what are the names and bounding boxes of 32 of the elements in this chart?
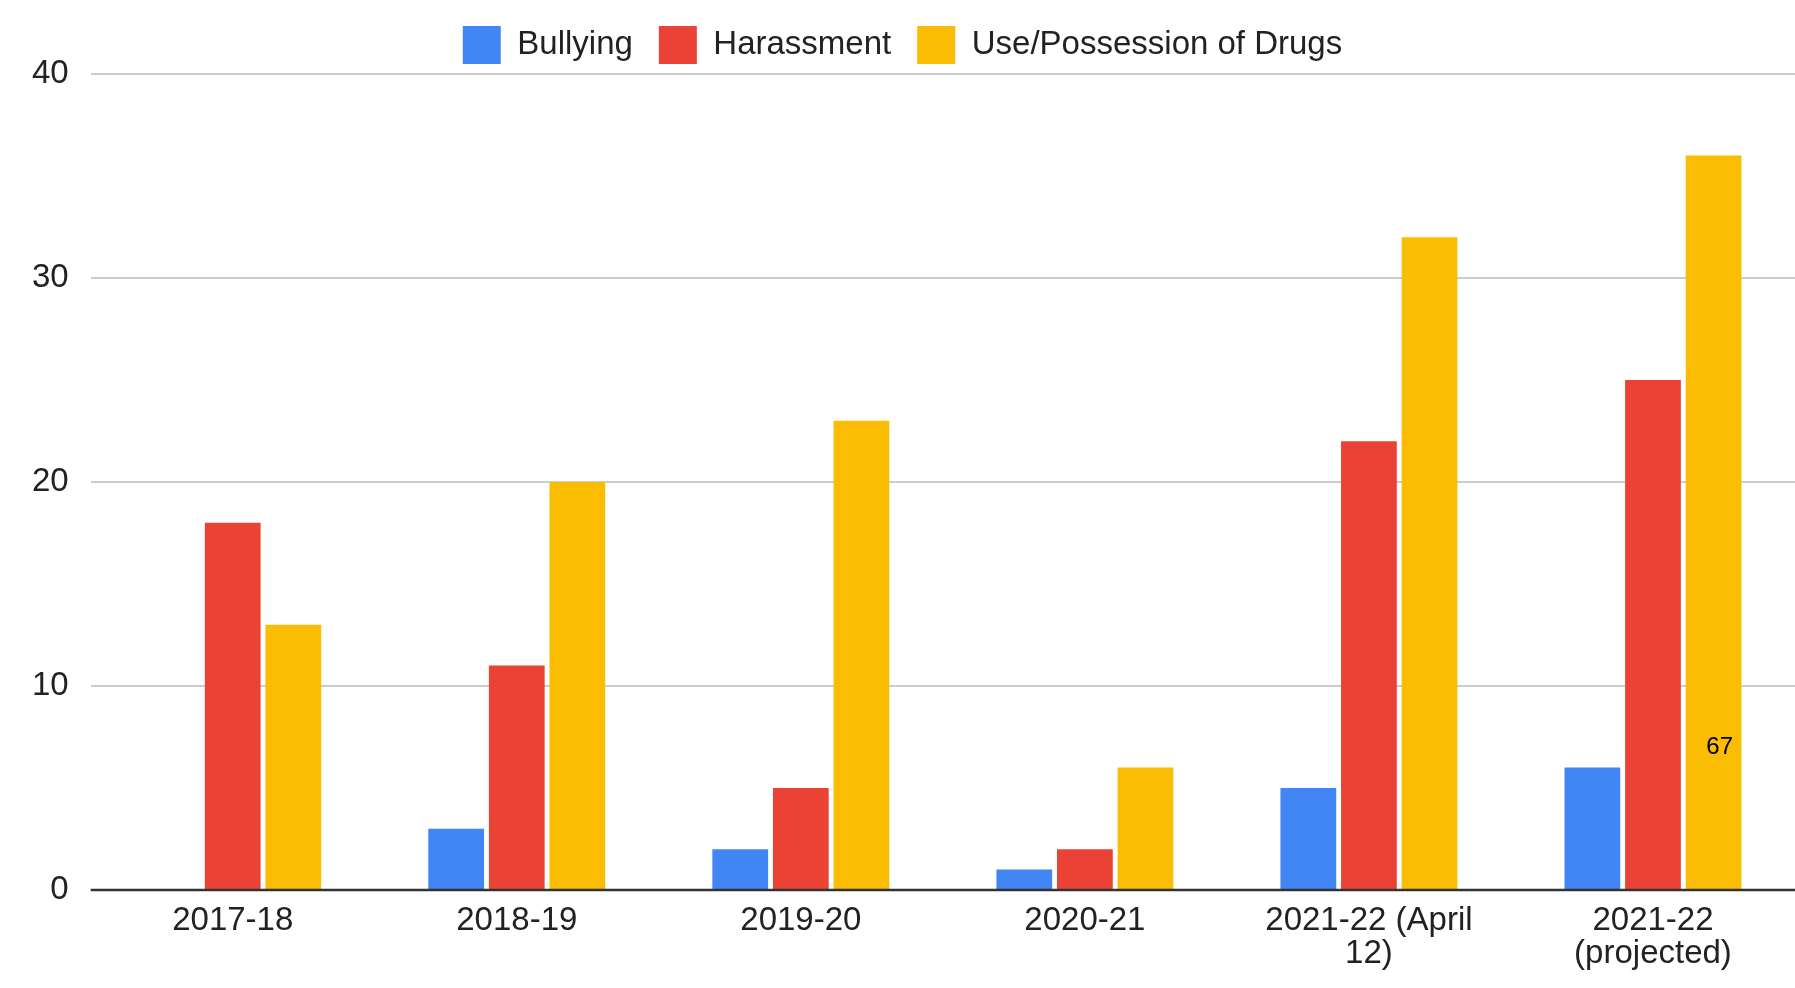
bar	[833, 420, 890, 889]
x-tick-label: 2021-22 (projected)	[1574, 899, 1732, 970]
bar	[428, 828, 485, 889]
y-tick-label: 40	[31, 53, 69, 91]
legend-label: Harassment	[713, 24, 892, 62]
bar	[1685, 155, 1742, 889]
bar	[265, 624, 322, 889]
x-tick-label: 2020-21	[1024, 899, 1146, 937]
bar	[1117, 767, 1174, 889]
x-tick-label: 2021-22 (April 12)	[1265, 899, 1473, 970]
y-tick-label: 0	[50, 869, 69, 907]
bar	[772, 788, 829, 889]
legend-label: Use/Possession of Drugs	[971, 24, 1343, 62]
y-tick-label: 10	[31, 665, 69, 703]
y-tick-label: 30	[31, 257, 69, 295]
bar	[488, 665, 545, 889]
bar	[204, 522, 261, 889]
bar	[1401, 237, 1458, 889]
bar	[1341, 441, 1397, 889]
y-tick-label: 20	[31, 461, 69, 499]
x-tick-label: 2017-18	[172, 899, 294, 937]
bar	[996, 869, 1053, 889]
x-tick-label: 2018-19	[456, 899, 578, 937]
bar	[1625, 380, 1681, 889]
legend-label: Bullying	[517, 24, 633, 62]
annotation: 67	[1706, 731, 1733, 759]
bar	[712, 849, 769, 889]
bar	[1564, 767, 1621, 889]
x-tick-label: 2019-20	[740, 899, 862, 937]
bar	[1057, 849, 1113, 889]
bar	[1280, 788, 1337, 889]
bar	[549, 482, 606, 889]
